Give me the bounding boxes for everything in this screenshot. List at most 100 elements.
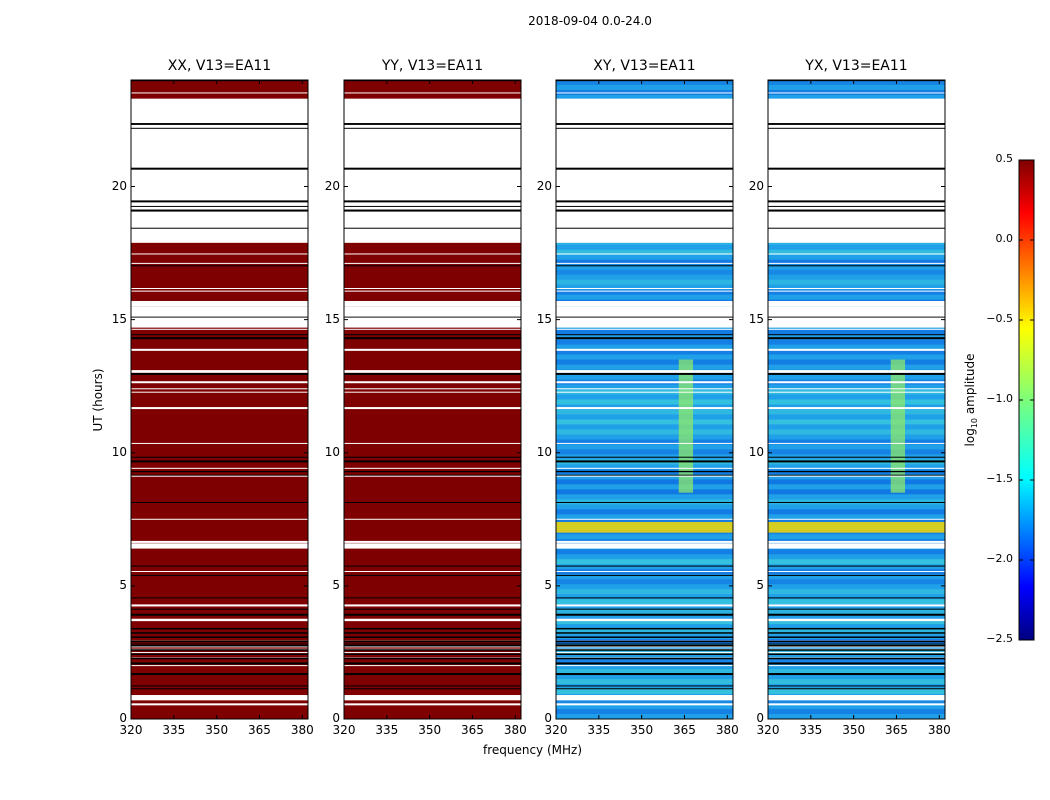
gap-line [556, 643, 733, 645]
noise-row [768, 659, 945, 665]
gap-line [131, 613, 308, 616]
gap-line [556, 644, 733, 647]
x-tick-label: 320 [756, 723, 780, 737]
noise-row [768, 559, 945, 565]
flag-line [131, 92, 308, 94]
noise-row [768, 629, 945, 635]
panel-title: YY, V13=EA11 [381, 58, 484, 74]
flag-line [344, 665, 521, 667]
y-tick-label: 20 [111, 178, 127, 193]
gap-line [556, 265, 733, 267]
gap-line [556, 474, 733, 476]
gap-line [344, 565, 521, 567]
x-tick-label: 380 [503, 723, 527, 737]
flag-line [344, 108, 521, 111]
flagged-region [131, 543, 308, 549]
gap-line [344, 123, 521, 125]
flag-line [131, 240, 308, 242]
flag-line [131, 648, 308, 650]
flag-line [131, 108, 308, 111]
flag-line [344, 619, 521, 622]
gap-line [556, 209, 733, 211]
flag-line [556, 108, 733, 111]
gap-line [556, 688, 733, 690]
flag-line [556, 202, 733, 204]
noise-row [556, 409, 733, 415]
noise-row [556, 269, 733, 275]
gap-line [344, 608, 521, 610]
flag-line [131, 287, 308, 289]
flag-line [131, 619, 308, 622]
flag-line [131, 646, 308, 648]
flag-line [344, 646, 521, 648]
x-tick-label: 380 [290, 723, 314, 737]
gap-line [344, 474, 521, 476]
gap-line [768, 640, 945, 643]
gap-line [131, 653, 308, 656]
gap-line [556, 372, 733, 375]
colorbar-tick-label: −2.5 [986, 632, 1013, 645]
flag-line [344, 202, 521, 204]
noise-row [768, 449, 945, 455]
flag-line [131, 518, 308, 520]
flag-line [768, 240, 945, 242]
gap-line [768, 205, 945, 207]
flag-line [131, 571, 308, 573]
gap-line [344, 334, 521, 336]
flag-line [768, 518, 945, 520]
colorbar-tick-label: 0.5 [995, 152, 1014, 165]
gap-line [768, 501, 945, 503]
noise-row [556, 589, 733, 595]
x-tick-label: 335 [375, 723, 399, 737]
gap-line [556, 597, 733, 599]
y-tick-label: 0 [119, 711, 127, 725]
y-tick-label: 10 [748, 444, 764, 459]
gap-line [556, 127, 733, 129]
gap-line [344, 627, 521, 630]
flag-line [768, 370, 945, 373]
gap-line [556, 627, 733, 630]
colorbar [1018, 159, 1035, 641]
gap-line [131, 123, 308, 125]
gap-line [131, 205, 308, 207]
x-tick-label: 380 [715, 723, 739, 737]
gap-line [768, 471, 945, 473]
gap-line [131, 167, 308, 170]
flag-line [768, 108, 945, 111]
x-axis-label: frequency (MHz) [482, 743, 583, 757]
flag-line [768, 290, 945, 292]
flag-line [131, 381, 308, 384]
gap-line [131, 372, 308, 375]
noise-row [768, 249, 945, 255]
gap-line [344, 123, 521, 125]
gap-line [131, 673, 308, 676]
gap-line [768, 644, 945, 647]
x-tick-label: 320 [119, 723, 143, 737]
flag-line [768, 219, 945, 221]
gap-line [556, 608, 733, 610]
noise-row [768, 259, 945, 265]
gap-line [344, 209, 521, 211]
flagged-region [131, 300, 308, 307]
noise-row [768, 549, 945, 555]
gap-line [344, 632, 521, 634]
gap-line [131, 123, 308, 125]
flag-line [131, 290, 308, 292]
flag-line [556, 475, 733, 477]
gap-line [131, 471, 308, 473]
noise-row [768, 329, 945, 335]
flag-line [556, 253, 733, 255]
figure-suptitle: 2018-09-04 0.0-24.0 [528, 14, 652, 28]
noise-row [768, 289, 945, 295]
y-tick-label: 0 [544, 711, 552, 725]
panel-1 [130, 79, 309, 720]
y-tick-label: 0 [332, 711, 340, 725]
flag-line [768, 226, 945, 228]
gap-line [131, 685, 308, 687]
noise-row [556, 439, 733, 445]
x-tick-label: 365 [885, 723, 908, 737]
flag-line [556, 287, 733, 289]
y-axis-label: UT (hours) [91, 368, 105, 432]
flag-line [131, 220, 308, 223]
flag-line [344, 370, 521, 372]
